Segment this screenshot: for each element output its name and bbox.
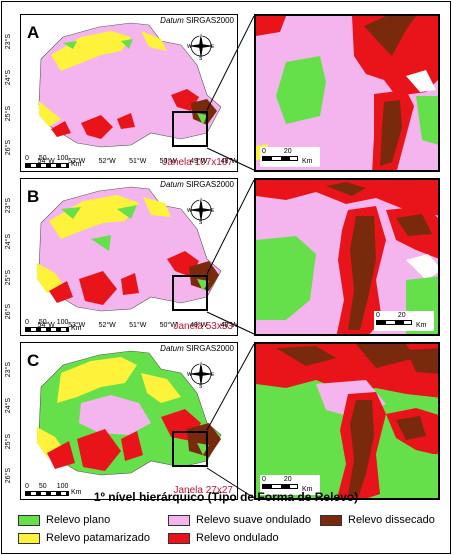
panel-b: B Datum SIRGAS2000 0 50 100 Km Janela 53x5…: [20, 178, 440, 340]
lon-tick: 53°W: [68, 0, 85, 1]
state-map-b: B Datum SIRGAS2000 0 50 100 Km Janela 53x5…: [20, 178, 238, 336]
scale-bar: 0 50 100: [25, 155, 69, 168]
panel-a: A Datum SIRGAS2000 0 50 100 Km Janela 107x…: [20, 14, 440, 176]
legend-label: Relevo suave ondulado: [196, 514, 311, 526]
lon-tick: 50°W: [159, 322, 177, 329]
lon-tick: 52°W: [99, 0, 116, 1]
legend: Relevo plano Relevo patamarizado Relevo …: [18, 510, 438, 550]
lon-tick: 49°W: [190, 0, 207, 1]
scale-bar: 0 50 100: [25, 319, 69, 332]
inset-area-b: [256, 180, 438, 334]
compass-e: E: [211, 44, 215, 50]
window-size-label: Janela 27x27: [173, 485, 234, 496]
lon-tick: 53°W: [68, 158, 86, 165]
legend-swatch: [18, 532, 40, 544]
lon-tick: 54°W: [37, 322, 55, 329]
compass-w: W: [187, 372, 192, 378]
inset-scale-bar: 0 20 Km: [260, 147, 320, 167]
datum-label: Datum SIRGAS2000: [160, 180, 234, 189]
legend-label: Relevo patamarizado: [46, 532, 150, 544]
panel-letter: C: [27, 351, 40, 370]
panel-letter: B: [27, 187, 40, 206]
compass-n: N: [199, 362, 203, 368]
scale-bar: 0 50 100: [25, 483, 69, 496]
compass-rose-icon: N W E S: [186, 31, 216, 61]
inset-map-b: 0 20 Km: [254, 178, 440, 336]
lon-tick: 48°W: [220, 322, 238, 329]
compass-s: S: [199, 384, 203, 389]
compass-w: W: [187, 208, 192, 214]
legend-title: 1º nível hierárquico (Tipo de Forma de R…: [93, 490, 359, 504]
legend-item-plano: Relevo plano: [18, 514, 110, 526]
legend-label: Relevo plano: [46, 514, 111, 526]
datum-label: Datum SIRGAS2000: [160, 16, 234, 25]
compass-n: N: [199, 198, 203, 204]
legend-item-ondulado: Relevo ondulado: [168, 532, 279, 544]
inset-extent-box: [172, 111, 208, 147]
lon-tick: 49°W: [190, 158, 208, 165]
map-area-b: [37, 186, 222, 312]
legend-swatch: [18, 514, 40, 526]
compass-s: S: [199, 220, 203, 225]
scale-unit: Km: [71, 325, 82, 332]
lon-tick: 48°W: [221, 0, 238, 1]
map-area-a: [38, 22, 222, 148]
lon-ticks-b: 54°W 53°W 52°W 51°W 50°W 49°W 48°W: [20, 158, 238, 178]
lon-tick: 51°W: [129, 0, 146, 1]
state-map-c: C Datum SIRGAS2000 0 50 100 Km Janela 27x2…: [20, 342, 238, 500]
inset-extent-box: [172, 275, 208, 311]
compass-w: W: [187, 44, 192, 50]
inset-map-c: 0 20 Km: [254, 342, 440, 500]
inset-scale-bar: 0 20 Km: [260, 475, 320, 495]
datum-label: Datum SIRGAS2000: [160, 344, 234, 353]
lon-tick: 48°W: [220, 158, 238, 165]
legend-item-patamarizado: Relevo patamarizado: [18, 532, 150, 544]
inset-map-a: 0 20 Km: [254, 14, 440, 172]
window-size-label: Janela 107x107: [162, 157, 233, 168]
compass-e: E: [211, 372, 215, 378]
map-area-c: [37, 350, 222, 476]
inset-extent-box: [172, 431, 208, 467]
lon-tick: 49°W: [190, 322, 208, 329]
compass-rose-icon: N W E S: [186, 359, 216, 389]
lon-ticks-c: 54°W 53°W 52°W 51°W 50°W 49°W 48°W: [20, 322, 238, 342]
lon-tick: 52°W: [98, 322, 116, 329]
compass-e: E: [211, 208, 215, 214]
legend-label: Relevo dissecado: [348, 514, 435, 526]
window-size-label: Janela 53x53: [173, 321, 234, 332]
compass-n: N: [199, 34, 203, 40]
lon-tick: 51°W: [129, 322, 147, 329]
legend-swatch: [320, 514, 342, 526]
lon-ticks-a: 54°W 53°W 52°W 51°W 50°W 49°W 48°W: [20, 0, 238, 14]
legend-swatch: [168, 514, 190, 526]
lon-tick: 50°W: [159, 158, 177, 165]
legend-item-dissecado: Relevo dissecado: [320, 514, 435, 526]
compass-rose-icon: N W E S: [186, 195, 216, 225]
lon-tick: 54°W: [38, 0, 55, 1]
inset-area-a: [256, 16, 438, 170]
lon-tick: 50°W: [160, 0, 177, 1]
legend-swatch: [168, 532, 190, 544]
scale-unit: Km: [71, 161, 82, 168]
panel-c: C Datum SIRGAS2000 0 50 100 Km Janela 27x2…: [20, 342, 440, 504]
lon-tick: 53°W: [68, 322, 86, 329]
panel-letter: A: [27, 23, 40, 42]
legend-item-suave-ondulado: Relevo suave ondulado: [168, 514, 311, 526]
lon-tick: 51°W: [129, 158, 147, 165]
inset-area-c: [256, 344, 438, 498]
lon-tick: 52°W: [98, 158, 116, 165]
state-map-a: A Datum SIRGAS2000 0 50 100 Km Janela 107x…: [20, 14, 238, 172]
lon-tick: 54°W: [37, 158, 55, 165]
compass-s: S: [199, 56, 203, 61]
legend-label: Relevo ondulado: [196, 532, 279, 544]
scale-unit: Km: [71, 489, 82, 496]
inset-scale-bar: 0 20 Km: [374, 311, 434, 331]
